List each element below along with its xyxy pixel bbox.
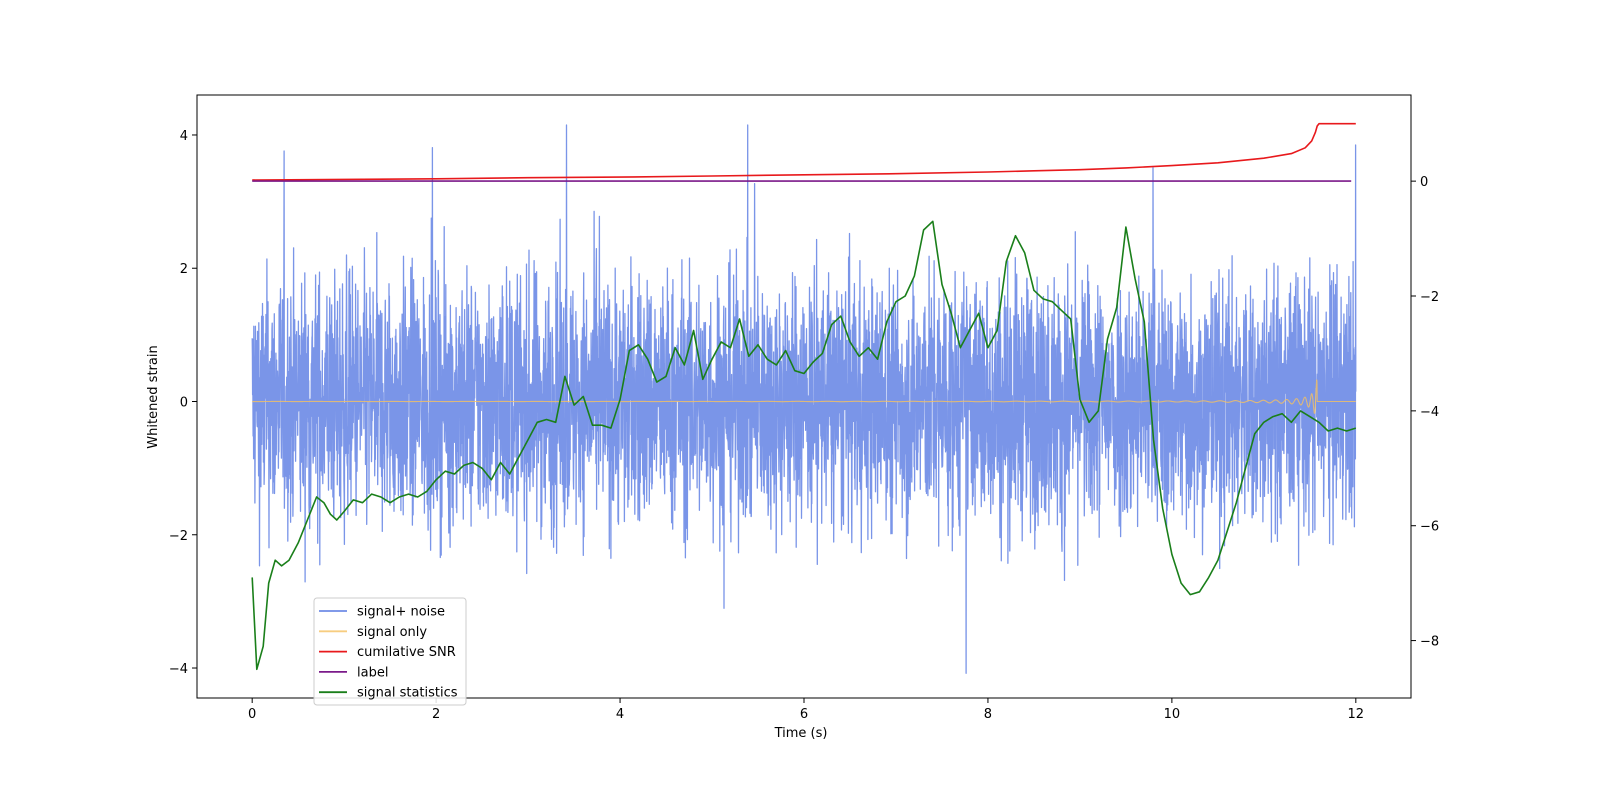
x-tick-label: 10 xyxy=(1164,707,1181,722)
legend-label-signal-noise: signal+ noise xyxy=(357,605,445,620)
y-tick-label: −2 xyxy=(169,529,188,544)
legend-label-signal-only: signal only xyxy=(357,625,427,640)
y-tick-label: 0 xyxy=(180,395,188,410)
legend: signal+ noise signal only cumilative SNR la… xyxy=(313,597,467,706)
legend-label-signal-statistics: signal statistics xyxy=(357,686,458,701)
x-axis-ticks: 0 2 4 6 8 10 12 xyxy=(248,698,1364,722)
legend-label-cumilative-snr: cumilative SNR xyxy=(357,645,456,660)
y-tick-label: 4 xyxy=(180,129,188,144)
y-axis-label: Whitened strain xyxy=(146,345,161,448)
series-line-cumilative-snr xyxy=(252,122,1356,181)
series-layer xyxy=(251,122,1357,674)
y2-tick-label: −2 xyxy=(1420,290,1439,305)
x-tick-label: 8 xyxy=(984,707,992,722)
legend-label-label: label xyxy=(357,665,388,680)
x-tick-label: 6 xyxy=(800,707,808,722)
x-tick-label: 4 xyxy=(616,707,624,722)
x-axis-label: Time (s) xyxy=(774,726,828,741)
right-axis-ticks: −8 −6 −4 −2 0 xyxy=(1411,175,1439,650)
left-axis-ticks: −4 −2 0 2 4 xyxy=(169,129,197,677)
y-tick-label: 2 xyxy=(180,262,188,277)
y2-tick-label: −8 xyxy=(1420,635,1439,650)
y2-tick-label: −4 xyxy=(1420,405,1439,420)
series-line-signal-statistics xyxy=(251,220,1357,671)
x-tick-label: 0 xyxy=(248,707,256,722)
series-line-signal-noise xyxy=(251,124,1357,674)
x-tick-label: 2 xyxy=(432,707,440,722)
y2-tick-label: −6 xyxy=(1420,520,1439,535)
y-tick-label: −4 xyxy=(169,662,188,677)
series-line-signal-only xyxy=(251,379,1357,414)
x-tick-label: 12 xyxy=(1348,707,1365,722)
y2-tick-label: 0 xyxy=(1420,175,1428,190)
legend-box xyxy=(313,597,467,706)
